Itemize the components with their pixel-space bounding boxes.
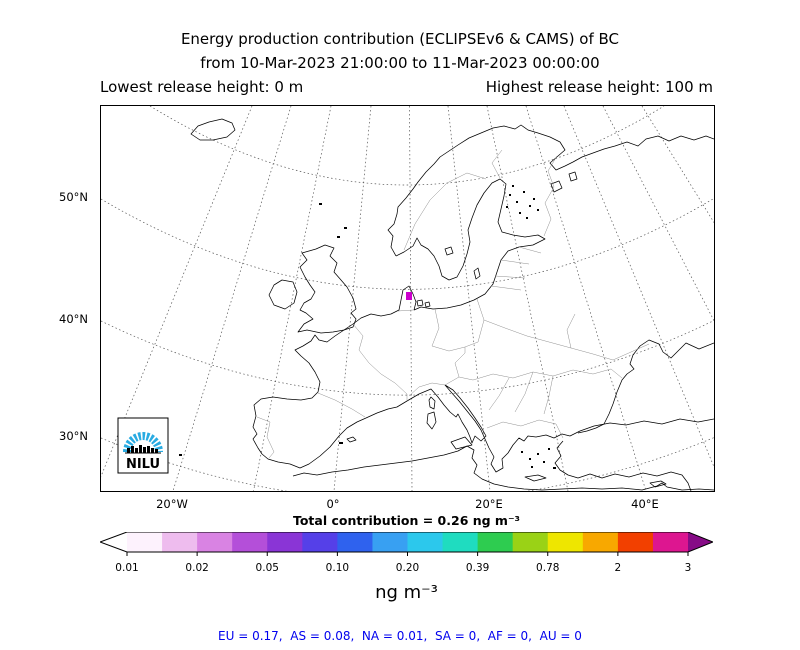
- lake-ladoga: [550, 180, 563, 193]
- lon-label-20w: 20°W: [156, 497, 188, 511]
- colorbar-tick-label: 0.02: [185, 562, 209, 574]
- colorbar: [98, 531, 715, 558]
- colorbar-tick-label: 0.20: [395, 562, 420, 574]
- coastline-great-britain: [297, 244, 357, 334]
- lon-label-20e: 20°E: [475, 497, 503, 511]
- lake-vanern: [444, 246, 454, 256]
- release-point-marker: [406, 292, 412, 300]
- coastlines: [159, 118, 714, 491]
- colorbar-tick-label: 0.05: [255, 562, 279, 574]
- coastline-black-sea-north: [577, 339, 714, 434]
- plot-time-range: from 10-Mar-2023 21:00:00 to 11-Mar-2023…: [200, 54, 600, 72]
- nilu-logo: NILU: [117, 417, 169, 474]
- colorbar-tick-label: 0.78: [536, 562, 560, 574]
- lake-onega: [568, 171, 578, 182]
- colorbar-tick-label: 0.10: [325, 562, 350, 574]
- coastline-danish-isles: [416, 299, 431, 308]
- lat-label-50n: 50°N: [59, 190, 88, 204]
- coastline-mainland: [252, 178, 714, 473]
- coastline-sicily: [450, 436, 473, 450]
- lowest-release-label: Lowest release height: 0 m: [100, 78, 304, 96]
- lat-label-30n: 30°N: [59, 429, 88, 443]
- nilu-logo-arch: [123, 432, 163, 453]
- plot-title: Energy production contribution (ECLIPSEv…: [180, 30, 620, 48]
- country-borders: [256, 149, 650, 459]
- colorbar-tick-label: 0.01: [115, 562, 139, 574]
- region-contributions-line: EU = 0.17, AS = 0.08, NA = 0.01, SA = 0,…: [218, 629, 582, 643]
- coastline-sardinia: [426, 411, 437, 430]
- coastline-norway-arctic: [387, 124, 714, 257]
- coastline-north-africa: [292, 445, 714, 491]
- colorbar-svg: [98, 531, 715, 556]
- highest-release-label: Highest release height: 100 m: [485, 78, 713, 96]
- coastline-balearics: [346, 436, 357, 443]
- lon-label-40e: 40°E: [631, 497, 659, 511]
- europe-map: NILU: [101, 106, 714, 491]
- lat-label-40n: 40°N: [59, 312, 88, 326]
- total-contribution-label: Total contribution = 0.26 ng m⁻³: [292, 513, 521, 528]
- coastline-cyprus: [649, 480, 667, 488]
- nilu-logo-text: NILU: [126, 457, 160, 472]
- lon-label-0: 0°: [326, 497, 340, 511]
- colorbar-tick-label: 0.39: [465, 562, 490, 574]
- coastline-crete: [524, 474, 547, 482]
- release-height-row: Lowest release height: 0 m Highest relea…: [100, 78, 713, 96]
- colorbar-units-label: ng m⁻³: [375, 582, 438, 603]
- map-frame: NILU: [100, 105, 715, 492]
- coastline-turkey-levant: [554, 440, 692, 491]
- graticule: [101, 106, 714, 491]
- colorbar-tick-labels: 0.01 0.02 0.05 0.10 0.20 0.39 0.78 2 3: [100, 562, 713, 576]
- coastline-gotland: [473, 267, 481, 280]
- colorbar-tick-label: 2: [614, 562, 622, 574]
- coastline-corsica: [428, 396, 436, 410]
- coastline-ireland: [268, 279, 298, 310]
- coastline-iceland: [190, 118, 236, 141]
- colorbar-tick-label: 3: [684, 562, 692, 574]
